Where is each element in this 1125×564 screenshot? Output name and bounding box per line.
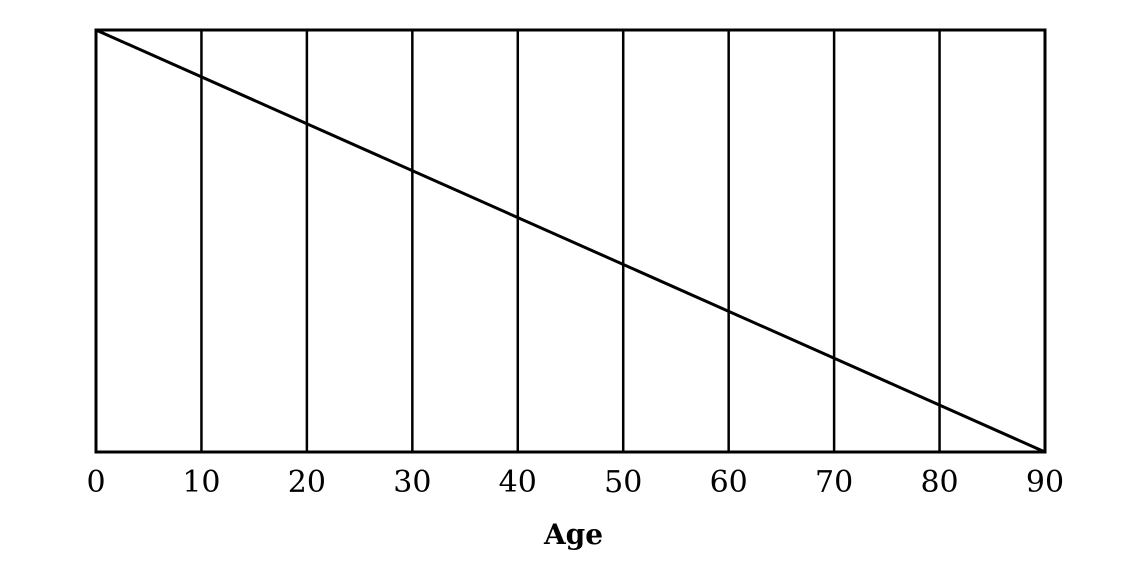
x-tick-label-10: 10 (182, 465, 220, 500)
x-tick-label-20: 20 (288, 465, 326, 500)
x-tick-labels: 0 10 20 30 40 50 60 70 80 90 (86, 465, 1064, 500)
x-tick-label-30: 30 (393, 465, 431, 500)
gridlines (200, 30, 941, 452)
x-tick-label-80: 80 (920, 465, 958, 500)
series-line-0 (95, 28, 1046, 454)
x-tick-label-60: 60 (710, 465, 748, 500)
series-layer (95, 28, 1046, 454)
x-tick-label-50: 50 (604, 465, 642, 500)
x-axis-title: Age (543, 518, 603, 551)
plot-frame (94, 28, 1047, 454)
x-tick-label-90: 90 (1026, 465, 1064, 500)
x-tick-label-70: 70 (815, 465, 853, 500)
x-tick-label-40: 40 (499, 465, 537, 500)
x-tick-label-0: 0 (86, 465, 105, 500)
